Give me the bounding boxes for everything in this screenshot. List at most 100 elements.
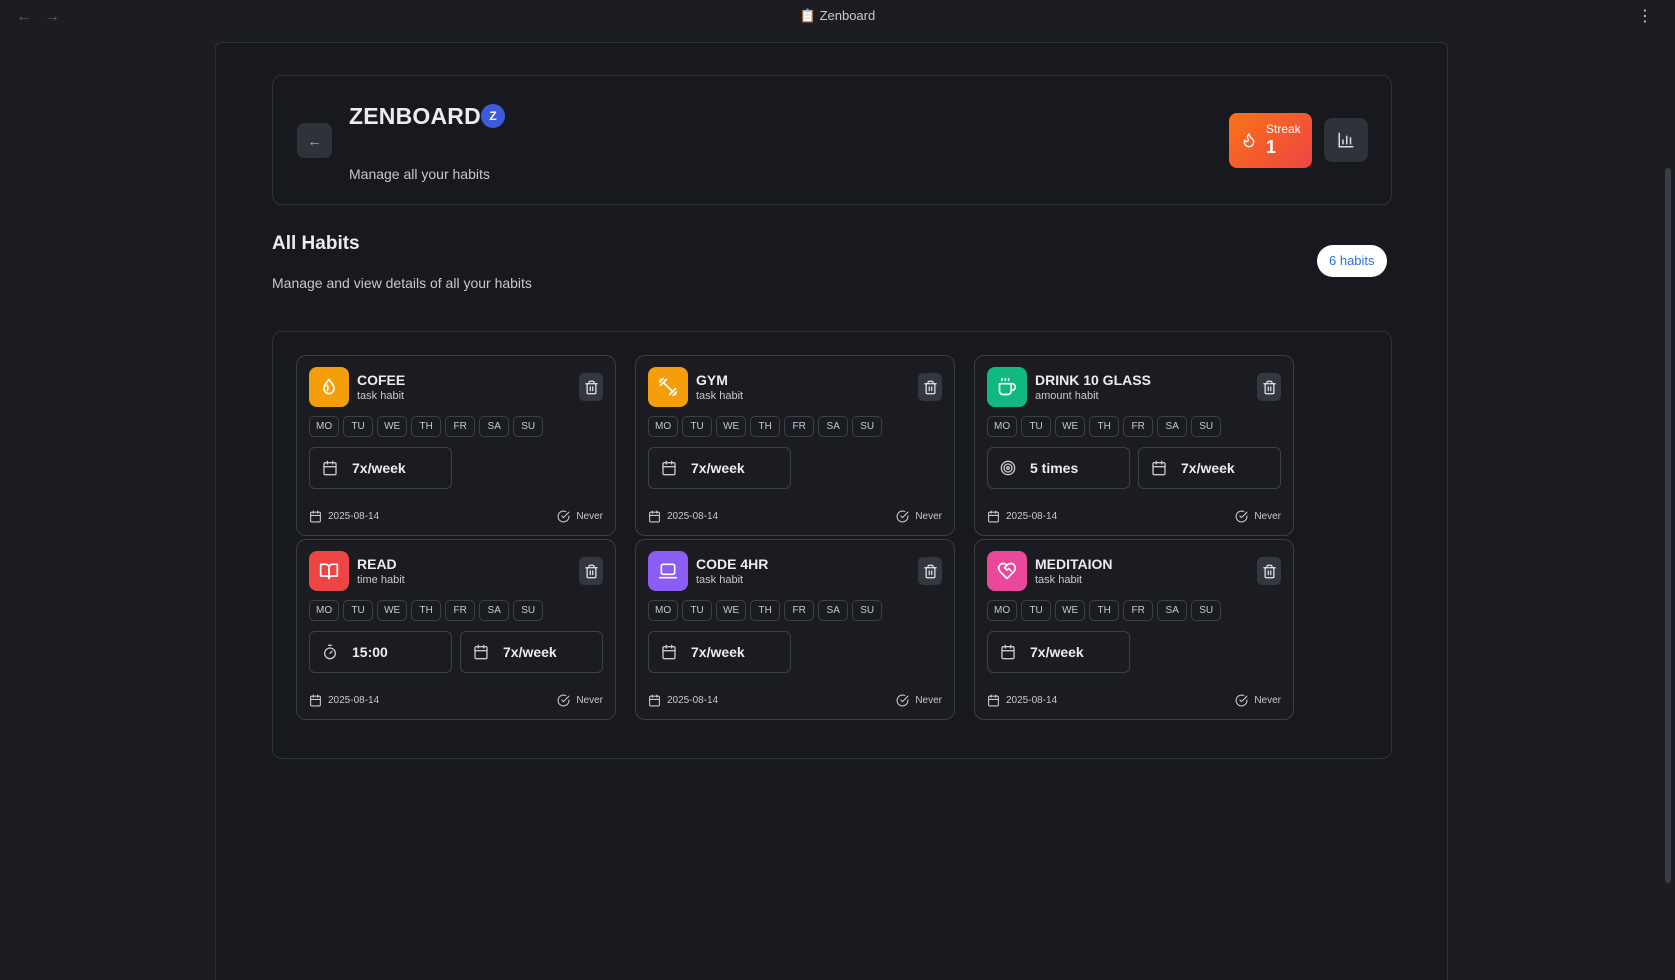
weekday-chip[interactable]: SA (1157, 416, 1188, 437)
dumbbell-icon (658, 377, 678, 397)
habit-card[interactable]: GYM task habit MO TU WE TH FR SA SU 7x/week 2025-0… (635, 355, 955, 536)
weekday-chip[interactable]: FR (445, 416, 476, 437)
weekday-chip[interactable]: SU (513, 416, 544, 437)
delete-habit-button[interactable] (918, 373, 942, 401)
weekday-chip[interactable]: TU (682, 600, 713, 621)
habit-name: MEDITAION (1035, 556, 1113, 572)
weekday-chip[interactable]: MO (648, 600, 679, 621)
habit-name: READ (357, 556, 397, 572)
stats-button[interactable] (1324, 118, 1368, 162)
avatar[interactable]: Z (481, 104, 505, 128)
habit-stats: 15:00 7x/week (309, 631, 603, 673)
weekday-chip[interactable]: WE (377, 416, 408, 437)
habit-stat: 15:00 (309, 631, 452, 673)
weekday-chip[interactable]: FR (1123, 600, 1154, 621)
habit-last-completed: Never (896, 510, 942, 523)
weekday-chip[interactable]: SA (1157, 600, 1188, 621)
weekday-chip[interactable]: SU (852, 600, 883, 621)
calendar-icon (661, 644, 677, 660)
trash-icon (923, 564, 938, 579)
weekday-chip[interactable]: SA (818, 600, 849, 621)
delete-habit-button[interactable] (1257, 557, 1281, 585)
habit-stat-value: 7x/week (691, 644, 745, 660)
back-arrow-icon[interactable]: ← (16, 8, 32, 25)
trash-icon (584, 564, 599, 579)
streak-badge[interactable]: Streak 1 (1229, 113, 1312, 168)
weekday-chip[interactable]: MO (309, 416, 340, 437)
section-subtitle: Manage and view details of all your habi… (272, 275, 532, 291)
delete-habit-button[interactable] (579, 557, 603, 585)
habit-stat: 5 times (987, 447, 1130, 489)
back-button[interactable]: ← (297, 123, 332, 158)
habit-card[interactable]: MEDITAION task habit MO TU WE TH FR SA SU 7x/week… (974, 539, 1294, 720)
weekday-chip[interactable]: TH (411, 416, 442, 437)
habit-last-completed: Never (896, 694, 942, 707)
weekday-chip[interactable]: TH (750, 600, 781, 621)
habit-type: task habit (1035, 574, 1083, 586)
weekday-chip[interactable]: MO (309, 600, 340, 621)
weekday-chip[interactable]: MO (987, 600, 1018, 621)
weekday-chip[interactable]: WE (1055, 600, 1086, 621)
weekday-chip[interactable]: SU (513, 600, 544, 621)
check-circle-icon (1235, 694, 1248, 707)
weekday-chip[interactable]: MO (648, 416, 679, 437)
weekday-chip[interactable]: TH (750, 416, 781, 437)
forward-arrow-icon[interactable]: → (44, 8, 60, 25)
weekday-chip[interactable]: FR (784, 416, 815, 437)
app-subtitle: Manage all your habits (349, 166, 490, 182)
habit-last-completed-text: Never (1254, 511, 1281, 522)
weekday-chip[interactable]: TH (1089, 600, 1120, 621)
weekday-chip[interactable]: TU (343, 600, 374, 621)
habit-last-completed-text: Never (915, 511, 942, 522)
weekday-chip[interactable]: WE (377, 600, 408, 621)
weekday-chip[interactable]: TH (1089, 416, 1120, 437)
page-scrollbar[interactable] (1665, 168, 1671, 883)
weekday-chip[interactable]: WE (716, 416, 747, 437)
calendar-icon (309, 510, 322, 523)
weekday-chip[interactable]: SU (852, 416, 883, 437)
weekday-chip[interactable]: SA (479, 600, 510, 621)
target-icon (1000, 460, 1016, 476)
habit-card[interactable]: CODE 4HR task habit MO TU WE TH FR SA SU 7x/week 2… (635, 539, 955, 720)
weekday-chip[interactable]: TU (682, 416, 713, 437)
habit-last-completed-text: Never (576, 511, 603, 522)
weekday-chip[interactable]: SU (1191, 600, 1222, 621)
weekday-chip[interactable]: WE (716, 600, 747, 621)
check-circle-icon (896, 510, 909, 523)
coffee-bean-icon (319, 377, 339, 397)
habit-icon-wrap (987, 551, 1027, 591)
delete-habit-button[interactable] (918, 557, 942, 585)
weekday-chip[interactable]: SA (818, 416, 849, 437)
weekday-chip[interactable]: MO (987, 416, 1018, 437)
calendar-icon (661, 460, 677, 476)
weekday-chip[interactable]: TU (343, 416, 374, 437)
habit-card[interactable]: COFEE task habit MO TU WE TH FR SA SU 7x/week 2025… (296, 355, 616, 536)
more-menu-icon[interactable]: ⋮ (1637, 8, 1653, 25)
habit-card[interactable]: DRINK 10 GLASS amount habit MO TU WE TH FR SA SU… (974, 355, 1294, 536)
weekday-chip[interactable]: SA (479, 416, 510, 437)
weekday-selector: MO TU WE TH FR SA SU (987, 600, 1222, 621)
weekday-chip[interactable]: FR (1123, 416, 1154, 437)
habit-type: amount habit (1035, 390, 1099, 402)
calendar-icon (1000, 644, 1016, 660)
calendar-icon (987, 694, 1000, 707)
weekday-chip[interactable]: FR (445, 600, 476, 621)
calendar-icon (473, 644, 489, 660)
habit-type: task habit (696, 574, 744, 586)
weekday-chip[interactable]: TH (411, 600, 442, 621)
habit-stat: 7x/week (1138, 447, 1281, 489)
habit-stat: 7x/week (648, 631, 791, 673)
habit-card[interactable]: READ time habit MO TU WE TH FR SA SU 15:00 7x/week… (296, 539, 616, 720)
weekday-selector: MO TU WE TH FR SA SU (309, 416, 544, 437)
bar-chart-icon (1338, 132, 1354, 148)
weekday-chip[interactable]: TU (1021, 416, 1052, 437)
weekday-chip[interactable]: FR (784, 600, 815, 621)
delete-habit-button[interactable] (1257, 373, 1281, 401)
weekday-chip[interactable]: TU (1021, 600, 1052, 621)
delete-habit-button[interactable] (579, 373, 603, 401)
habit-icon-wrap (648, 551, 688, 591)
weekday-chip[interactable]: SU (1191, 416, 1222, 437)
timer-icon (322, 644, 338, 660)
habit-start-date: 2025-08-14 (309, 694, 379, 707)
weekday-chip[interactable]: WE (1055, 416, 1086, 437)
